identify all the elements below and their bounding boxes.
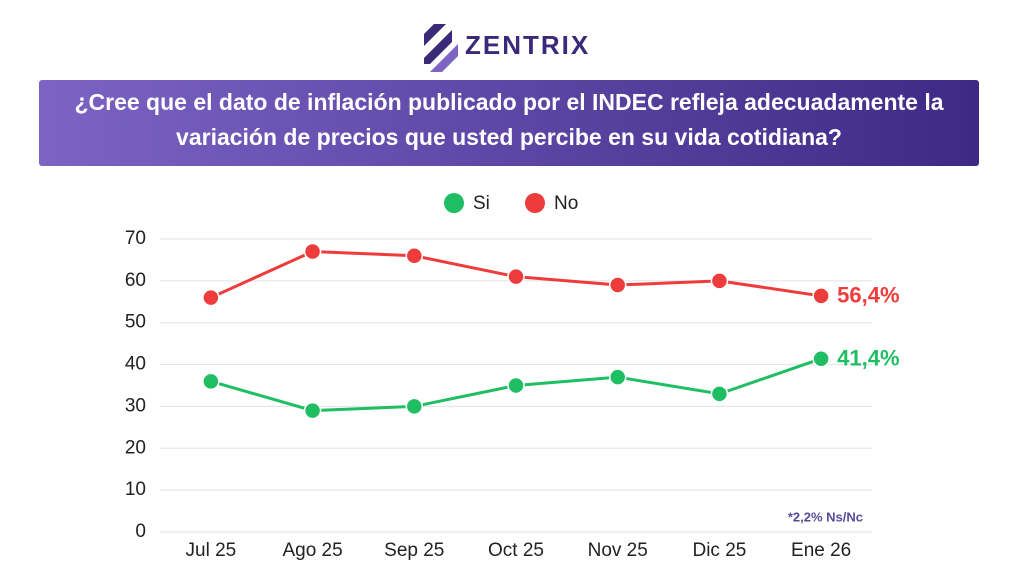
point <box>405 397 424 416</box>
legend-marker <box>525 193 545 213</box>
title-banner <box>39 80 979 166</box>
point <box>405 246 424 265</box>
point <box>303 401 322 420</box>
x-tick-label: Nov 25 <box>588 540 648 561</box>
point <box>608 368 627 386</box>
y-tick-label: 10 <box>125 479 146 500</box>
value-label: 56,4% <box>837 283 899 308</box>
x-tick-label: Sep 25 <box>384 540 444 561</box>
point <box>608 276 627 294</box>
logo: ZENTRIX <box>424 24 590 72</box>
x-tick-label: Dic 25 <box>692 540 746 561</box>
point <box>507 267 525 286</box>
point <box>710 385 729 403</box>
x-tick-label: Jul 25 <box>186 540 237 561</box>
value-label: 41,4% <box>837 346 899 371</box>
footnote: *2,2% Ns/Nc <box>788 509 863 524</box>
x-tick-label: Ago 25 <box>282 540 342 561</box>
point <box>812 349 830 368</box>
point <box>202 288 220 307</box>
point <box>507 376 525 395</box>
legend-marker <box>444 193 464 213</box>
point <box>812 287 830 305</box>
legend-label: No <box>554 193 578 214</box>
y-tick-label: 60 <box>125 270 146 291</box>
brand: ZENTRIX <box>465 30 590 60</box>
y-tick-label: 50 <box>125 312 146 333</box>
legend-label: Si <box>473 193 490 214</box>
y-tick-label: 0 <box>135 521 146 542</box>
point <box>710 272 729 290</box>
x-tick-label: Ene 26 <box>791 540 851 561</box>
chart-title: ¿Cree que el dato de inflación publicado… <box>74 89 943 115</box>
y-tick-label: 70 <box>125 228 146 249</box>
point <box>202 372 220 391</box>
logo-icon <box>424 24 458 72</box>
chart-title: variación de precios que usted percibe e… <box>176 124 842 150</box>
y-tick-label: 20 <box>125 437 146 458</box>
point <box>303 242 322 261</box>
x-tick-label: Oct 25 <box>488 540 544 561</box>
y-tick-label: 40 <box>125 354 146 375</box>
y-tick-label: 30 <box>125 395 146 416</box>
